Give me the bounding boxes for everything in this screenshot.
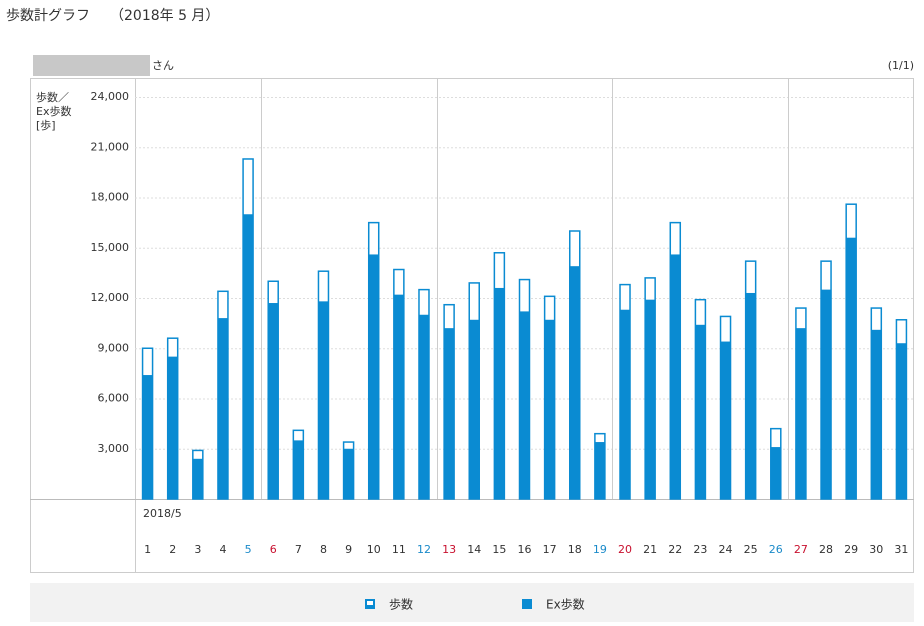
- bar-ex-steps: [544, 319, 555, 499]
- x-period: 2018/5: [143, 507, 182, 520]
- page-period: （2018年 5 月）: [110, 8, 219, 24]
- bar-ex-steps: [569, 266, 580, 499]
- legend-swatch-inner: [367, 601, 373, 605]
- x-tick-label: 8: [320, 543, 327, 556]
- x-tick-label: 6: [270, 543, 277, 556]
- x-tick-label: 26: [769, 543, 783, 556]
- plot: 歩数／Ex歩数[歩]3,0006,0009,00012,00015,00018,…: [36, 78, 914, 612]
- bar-ex-steps: [594, 442, 605, 499]
- page-title: 歩数計グラフ: [6, 8, 90, 24]
- bar-ex-steps: [494, 287, 505, 499]
- bar-ex-steps: [821, 289, 832, 499]
- bar-ex-steps: [243, 214, 254, 499]
- x-tick-label: 9: [345, 543, 352, 556]
- y-tick-label: 21,000: [91, 140, 130, 153]
- x-tick-label: 5: [245, 543, 252, 556]
- y-tick-label: 12,000: [91, 291, 130, 304]
- x-tick-label: 14: [467, 543, 481, 556]
- bar-ex-steps: [670, 254, 681, 499]
- y-tick-label: 18,000: [91, 191, 130, 204]
- x-tick-label: 17: [543, 543, 557, 556]
- x-tick-label: 28: [819, 543, 833, 556]
- x-tick-label: 18: [568, 543, 582, 556]
- bar-ex-steps: [368, 254, 379, 499]
- bar-ex-steps: [896, 343, 907, 499]
- bar-ex-steps: [318, 301, 329, 499]
- x-tick-label: 2: [169, 543, 176, 556]
- bar-ex-steps: [142, 375, 153, 499]
- x-tick-label: 15: [492, 543, 506, 556]
- bar-ex-steps: [217, 318, 228, 499]
- bar-ex-steps: [795, 328, 806, 499]
- bar-ex-steps: [745, 292, 756, 499]
- x-tick-label: 4: [219, 543, 226, 556]
- bar-ex-steps: [519, 311, 530, 499]
- bar-ex-steps: [293, 440, 304, 499]
- bar-ex-steps: [418, 314, 429, 499]
- bar-ex-steps: [770, 447, 781, 499]
- bar-ex-steps: [846, 237, 857, 499]
- y-axis-label: [歩]: [36, 118, 56, 132]
- bar-ex-steps: [720, 341, 731, 499]
- x-tick-label: 21: [643, 543, 657, 556]
- page-indicator: (1/1): [888, 59, 914, 72]
- bar-ex-steps: [695, 324, 706, 499]
- y-axis-label: 歩数／: [36, 90, 69, 104]
- x-tick-label: 27: [794, 543, 808, 556]
- x-tick-label: 19: [593, 543, 607, 556]
- y-tick-label: 6,000: [98, 392, 130, 405]
- legend-label: 歩数: [389, 597, 413, 612]
- x-tick-label: 20: [618, 543, 632, 556]
- bar-ex-steps: [871, 329, 882, 499]
- x-tick-label: 3: [194, 543, 201, 556]
- bar-ex-steps: [343, 448, 354, 499]
- bar-ex-steps: [620, 309, 631, 499]
- bar-ex-steps: [192, 458, 203, 499]
- bar-ex-steps: [268, 303, 279, 499]
- bar-ex-steps: [645, 299, 656, 499]
- x-tick-label: 10: [367, 543, 381, 556]
- y-axis-label: Ex歩数: [36, 104, 71, 118]
- legend-swatch: [522, 599, 532, 609]
- y-tick-label: 3,000: [98, 442, 130, 455]
- x-tick-label: 29: [844, 543, 858, 556]
- bar-ex-steps: [167, 356, 178, 499]
- x-tick-label: 22: [668, 543, 682, 556]
- x-tick-label: 16: [518, 543, 532, 556]
- x-tick-label: 7: [295, 543, 302, 556]
- bar-ex-steps: [469, 319, 480, 499]
- masked-name: [33, 55, 150, 76]
- legend-label: Ex歩数: [546, 597, 585, 612]
- y-tick-label: 15,000: [91, 241, 130, 254]
- x-tick-label: 24: [719, 543, 733, 556]
- x-tick-label: 1: [144, 543, 151, 556]
- bar-ex-steps: [393, 294, 404, 499]
- x-tick-label: 30: [869, 543, 883, 556]
- x-tick-label: 11: [392, 543, 406, 556]
- bar-ex-steps: [444, 328, 455, 499]
- legend-box: [30, 583, 914, 622]
- x-tick-label: 12: [417, 543, 431, 556]
- y-tick-label: 9,000: [98, 341, 130, 354]
- y-tick-label: 24,000: [91, 90, 130, 103]
- x-tick-label: 13: [442, 543, 456, 556]
- x-tick-label: 25: [744, 543, 758, 556]
- x-tick-label: 31: [894, 543, 908, 556]
- x-tick-label: 23: [693, 543, 707, 556]
- user-suffix: さん: [152, 59, 174, 72]
